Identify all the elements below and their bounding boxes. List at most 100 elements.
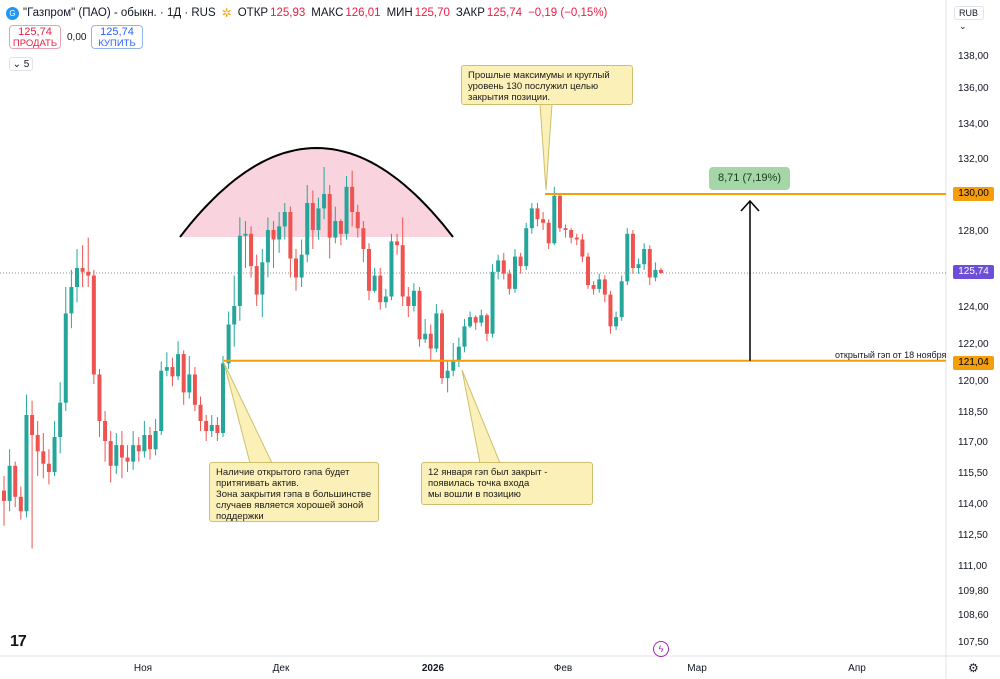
x-tick-label: Мар xyxy=(687,663,707,674)
sell-button[interactable]: 125,74 ПРОДАТЬ xyxy=(9,25,61,49)
y-tick-label: 109,80 xyxy=(958,586,989,597)
y-tick-label: 112,50 xyxy=(958,530,988,541)
y-tick-label: 120,00 xyxy=(958,376,989,387)
candle-body xyxy=(546,222,551,244)
candle-body xyxy=(237,235,242,306)
buy-label: КУПИТЬ xyxy=(98,38,136,49)
candle-body xyxy=(400,245,405,297)
entry-note[interactable]: 12 января гэп был закрыт - появилась точ… xyxy=(421,462,593,505)
candle-body xyxy=(316,208,321,230)
close-label: ЗАКР xyxy=(455,7,485,19)
candle-body xyxy=(142,435,147,452)
candle-body xyxy=(529,208,534,229)
candle-body xyxy=(406,296,411,306)
y-tick-label: 107,50 xyxy=(958,637,989,648)
entry-note-line: появилась точка входа xyxy=(428,478,530,489)
candle-body xyxy=(75,268,79,287)
candle-body xyxy=(260,262,265,295)
y-tick-label: 115,50 xyxy=(958,468,988,479)
indicator-count: 5 xyxy=(23,59,30,70)
gap-note[interactable]: Наличие открытого гэпа будет притягивать… xyxy=(209,462,379,522)
candle-body xyxy=(136,445,141,452)
candle-body xyxy=(18,496,23,512)
tradingview-logo-icon: 17 xyxy=(10,633,27,650)
candle-body xyxy=(456,346,461,362)
candle-body xyxy=(338,221,343,234)
candle-body xyxy=(434,313,439,349)
candle-body xyxy=(7,465,12,501)
events-bolt-icon[interactable]: ϟ xyxy=(653,641,669,657)
entry-note-line: мы вошли в позицию xyxy=(428,489,521,500)
target-note-line: Прошлые максимумы и круглый xyxy=(468,70,610,81)
y-tick-label: 122,00 xyxy=(958,339,989,350)
gear-icon[interactable]: ⚙ xyxy=(968,661,979,675)
price-range-measure[interactable]: 8,71 (7,19%) xyxy=(709,167,790,190)
candle-body xyxy=(2,490,6,501)
candle-body xyxy=(378,275,383,303)
gap-note-line: Зона закрытия гэпа в большинстве xyxy=(216,489,372,500)
entry-note-pointer xyxy=(461,369,501,464)
currency-label: RUB xyxy=(959,8,979,18)
candle-body xyxy=(496,260,501,272)
collapse-chevron-icon: ⌄ xyxy=(12,59,22,70)
candle-body xyxy=(187,374,192,393)
target-note-pointer xyxy=(539,103,553,191)
target-note-line: закрытия позиции. xyxy=(468,92,551,103)
candle-body xyxy=(636,264,641,268)
candle-body xyxy=(513,256,517,289)
candle-body xyxy=(108,441,113,466)
entry-note-line: 12 января гэп был закрыт - xyxy=(428,467,548,478)
candle-body xyxy=(479,315,484,323)
low-label: МИН xyxy=(386,7,413,19)
candle-body xyxy=(350,186,355,212)
candle-body xyxy=(114,445,119,466)
gap-note-line: Наличие открытого гэпа будет xyxy=(216,467,350,478)
target-note[interactable]: Прошлые максимумы и круглый уровень 130 … xyxy=(461,65,633,105)
symbol-title[interactable]: "Газпром" (ПАО) - обыкн. · 1Д · RUS xyxy=(23,7,216,19)
y-tick-label: 111,00 xyxy=(958,561,988,572)
candle-body xyxy=(417,290,422,340)
candle-body xyxy=(586,256,590,286)
candle-body xyxy=(484,315,489,334)
y-tick-label: 134,00 xyxy=(958,119,989,130)
candle-body xyxy=(445,370,450,379)
buy-button[interactable]: 125,74 КУПИТЬ xyxy=(91,25,143,49)
candle-body xyxy=(232,306,237,325)
gazprom-logo-icon: G xyxy=(6,6,19,20)
candle-body xyxy=(119,445,124,458)
candle-body xyxy=(299,254,304,278)
candle-body xyxy=(91,275,96,375)
gap-note-line: случаев является хорошей зоной xyxy=(216,500,364,511)
candle-body xyxy=(176,354,181,377)
candle-body xyxy=(198,404,203,421)
candle-body xyxy=(642,249,647,265)
high-value: 126,01 xyxy=(345,7,381,19)
gap-note-line: притягивать актив. xyxy=(216,478,299,489)
candle-body xyxy=(305,203,310,255)
candle-body xyxy=(468,317,473,327)
candle-body xyxy=(310,203,315,230)
candle-body xyxy=(389,241,394,297)
candle-body xyxy=(170,367,175,377)
candle-body xyxy=(507,273,512,289)
indicators-toggle[interactable]: ⌄ 5 xyxy=(9,57,33,71)
chart-header: G "Газпром" (ПАО) - обыкн. · 1Д · RUS ✲ … xyxy=(6,4,613,22)
candle-body xyxy=(451,361,456,371)
candle-body xyxy=(221,363,225,433)
candle-body xyxy=(86,271,91,276)
y-tick-label: 136,00 xyxy=(958,83,989,94)
candle-body xyxy=(344,186,349,234)
market-open-sun-icon: ✲ xyxy=(221,6,232,20)
high-label: МАКС xyxy=(311,7,344,19)
candle-body xyxy=(518,256,523,267)
candle-body xyxy=(35,435,40,452)
chevron-down-icon: ⌄ xyxy=(959,21,967,31)
sell-label: ПРОДАТЬ xyxy=(12,38,58,49)
candle-body xyxy=(614,317,619,327)
candle-body xyxy=(367,249,371,291)
currency-selector[interactable]: RUB ⌄ xyxy=(954,6,984,31)
candle-body xyxy=(552,195,557,244)
candle-body xyxy=(13,465,18,497)
candle-body xyxy=(41,451,46,464)
